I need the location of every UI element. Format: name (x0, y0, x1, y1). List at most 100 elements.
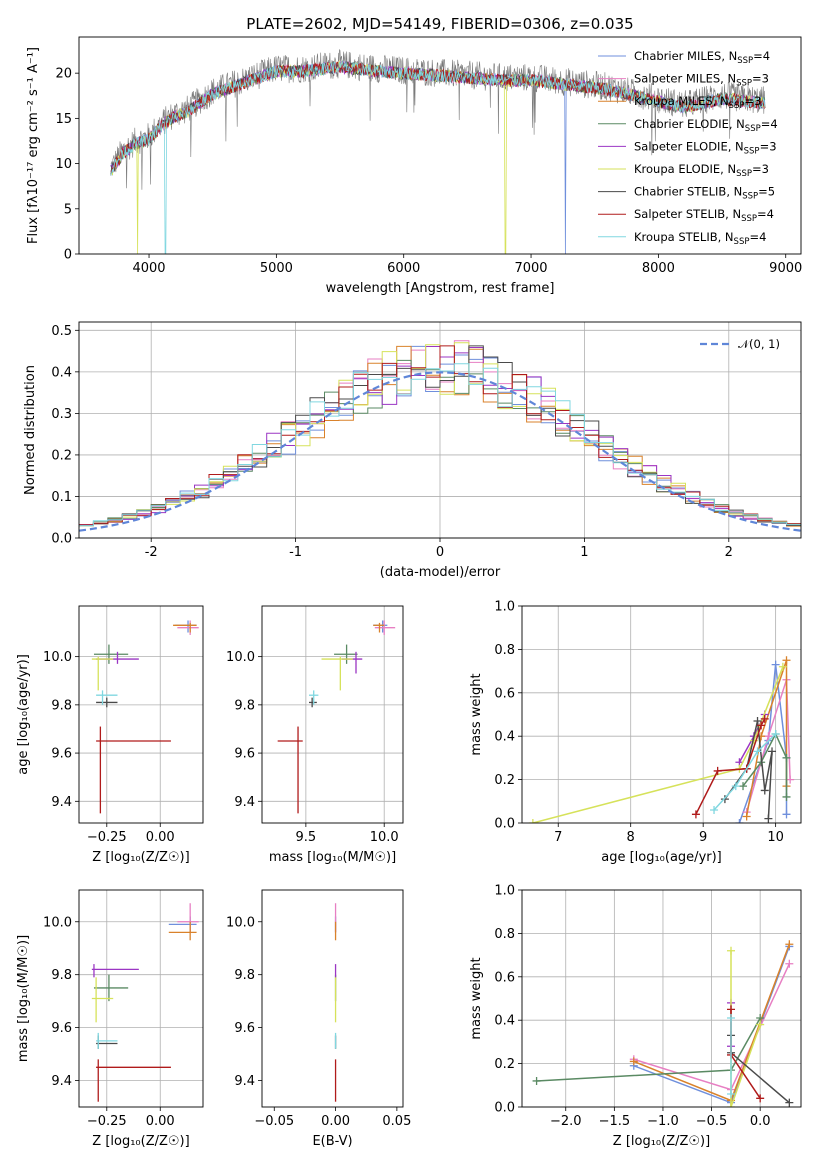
weight-marker (782, 792, 791, 801)
weight-marker (760, 786, 769, 795)
age-vs-mass-point (373, 622, 385, 633)
figure-title: PLATE=2602, MJD=54149, FIBERID=0306, z=0… (246, 15, 633, 33)
weight-marker (727, 1005, 736, 1014)
weight-marker (785, 959, 794, 968)
age-vs-Z-point (173, 622, 197, 633)
age-vs-mass-xlabel: mass [log₁₀(M/M☉)] (269, 850, 396, 865)
legend-entry: Kroupa MILES, NSSP=3 (634, 94, 761, 111)
weight-marker (727, 946, 736, 955)
weight-marker (532, 1076, 541, 1085)
weight-vs-age-ylabel: mass weight (469, 673, 484, 755)
age-vs-Z-plot (91, 620, 199, 814)
spectrum-ytick-label: 0 (64, 248, 72, 263)
weight-marker (785, 940, 794, 949)
age-vs-mass-ytick-label: 9.8 (234, 698, 255, 713)
weight-marker (629, 1057, 638, 1066)
weight-marker (727, 1103, 736, 1107)
mass-vs-Z-ytick-label: 9.6 (51, 1021, 72, 1036)
weight-vs-Z-ytick-label: 0.8 (494, 927, 515, 942)
weight-vs-Z-ytick-label: 0.2 (494, 1057, 515, 1072)
weight-vs-Z-ytick-label: 0.4 (494, 1014, 515, 1029)
legend-entry: Chabrier MILES, NSSP=4 (634, 49, 770, 66)
weight-marker (760, 714, 769, 723)
weight-vs-Z-xtick-label: −1.0 (647, 1114, 679, 1129)
mass-vs-Z-point (91, 964, 139, 978)
weight-vs-Z-frame (521, 889, 802, 1108)
weight-vs-age-ytick-label: 0.4 (494, 730, 515, 745)
weight-marker (756, 1094, 765, 1103)
mass-vs-ebv-xtick-label: −0.05 (254, 1114, 294, 1129)
spectrum-xtick-label: 5000 (260, 261, 293, 276)
weight-vs-Z-ytick-label: 1.0 (494, 884, 515, 899)
spectrum-legend: Chabrier MILES, NSSP=4 Salpeter MILES, NS… (598, 49, 778, 247)
age-vs-mass-point (321, 656, 353, 691)
age-vs-Z-point (96, 697, 118, 708)
weight-vs-age-xtick-label: 8 (627, 830, 635, 845)
mass-vs-Z-point (96, 1059, 171, 1102)
spectrum-ytick-label: 10 (55, 157, 72, 172)
weight-marker (735, 819, 744, 823)
weight-vs-Z-axes: −2.0 −1.5 −1.0 −0.5 0.0 0.0 0.2 0.4 0.6 0.8 1.0 (494, 884, 801, 1129)
age-vs-Z-axes: −0.25 0.00 9.4 9.6 9.8 10.0 (43, 606, 203, 845)
age-vs-Z-ytick-label: 10.0 (43, 650, 72, 665)
legend-entry: Chabrier ELODIE, NSSP=4 (634, 117, 778, 134)
weight-marker (764, 814, 773, 823)
weight-vs-Z-xlabel: Z [log₁₀(Z/Z☉)] (613, 1134, 710, 1149)
spectrum-xtick-label: 9000 (769, 261, 802, 276)
weight-marker (778, 662, 787, 671)
weight-vs-Z-ytick-label: 0.6 (494, 970, 515, 985)
mass-vs-Z-point (96, 1032, 118, 1049)
residuals-ylabel: Normed distribution (23, 365, 38, 495)
age-vs-mass-ytick-label: 9.4 (234, 795, 255, 810)
residuals-xtick-label: 0 (436, 545, 444, 560)
mass-vs-ebv-axes: −0.05 0.00 0.05 9.4 9.6 9.8 10.0 (226, 915, 411, 1129)
weight-line (730, 1009, 761, 1099)
weight-marker (764, 732, 773, 741)
weight-vs-age-plot (528, 656, 795, 823)
mass-vs-Z-point (168, 921, 197, 941)
residual-hist (79, 363, 801, 529)
age-vs-Z-point (93, 644, 129, 664)
mass-vs-Z-xtick-label: −0.25 (87, 1114, 127, 1129)
normal-curve (79, 371, 801, 532)
weight-marker (742, 812, 751, 821)
mass-vs-ebv-ytick-label: 10.0 (226, 915, 255, 930)
age-vs-mass-point (277, 726, 303, 814)
weight-vs-age-ytick-label: 0.8 (494, 643, 515, 658)
mass-vs-ebv-xtick-label: 0.05 (382, 1114, 411, 1129)
mass-vs-ebv-ytick-label: 9.6 (234, 1021, 255, 1036)
weight-marker (731, 782, 740, 791)
mass-vs-Z-ytick-label: 9.8 (51, 968, 72, 983)
weight-vs-Z-xtick-label: −0.5 (696, 1114, 728, 1129)
weight-marker (782, 753, 791, 762)
weight-vs-age-ytick-label: 0.0 (494, 817, 515, 832)
mass-vs-Z-point (91, 977, 114, 1023)
age-vs-Z-point (96, 726, 171, 814)
residuals-axes: -2 -1 0 1 2 0.0 0.1 0.2 0.3 0.4 0.5 (51, 322, 801, 560)
weight-marker (786, 775, 795, 784)
age-vs-mass-frame (261, 605, 404, 824)
weight-marker (753, 747, 762, 756)
weight-vs-age-xtick-label: 7 (554, 830, 562, 845)
spectrum-xtick-label: 4000 (132, 261, 165, 276)
age-vs-Z-xtick-label: 0.00 (146, 830, 175, 845)
weight-vs-age-ytick-label: 0.2 (494, 773, 515, 788)
age-vs-mass-point (374, 620, 396, 635)
spectrum-frame (78, 36, 802, 255)
weight-marker (710, 805, 719, 814)
spectrum-xtick-label: 7000 (514, 261, 547, 276)
age-vs-Z-point (91, 656, 114, 691)
mass-vs-Z-xtick-label: 0.00 (146, 1114, 175, 1129)
residuals-ytick-label: 0.4 (51, 365, 72, 380)
spectrum-xtick-label: 8000 (642, 261, 675, 276)
mass-vs-Z-point (168, 916, 197, 933)
weight-vs-Z-xtick-label: −2.0 (550, 1114, 582, 1129)
residuals-frame (78, 321, 802, 539)
residuals-ytick-label: 0.1 (51, 490, 72, 505)
spectrum-xlabel: wavelength [Angstrom, rest frame] (326, 281, 555, 296)
legend-entry: Kroupa STELIB, NSSP=4 (634, 230, 766, 247)
age-vs-mass-ytick-label: 9.6 (234, 747, 255, 762)
legend-entry: Salpeter MILES, NSSP=3 (634, 72, 769, 89)
weight-vs-age-ytick-label: 1.0 (494, 600, 515, 615)
